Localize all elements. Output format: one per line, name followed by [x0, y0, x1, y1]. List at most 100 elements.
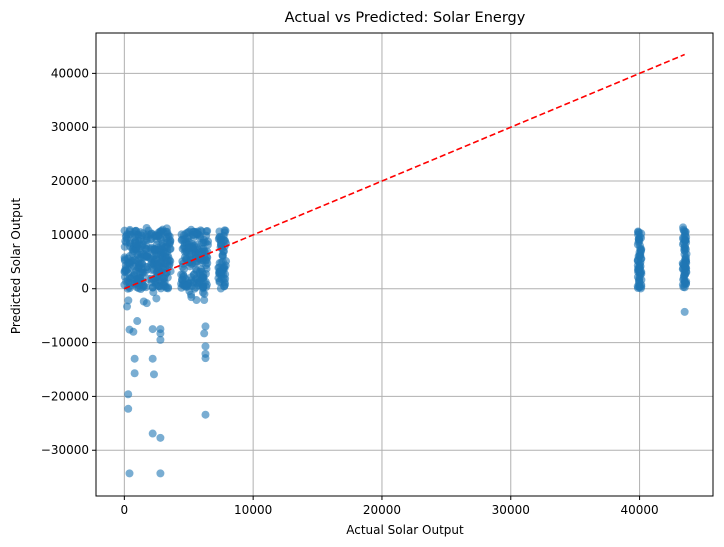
- y-tick-label: −30000: [41, 443, 89, 457]
- scatter-point: [148, 429, 157, 438]
- scatter-point: [156, 433, 165, 442]
- scatter-point: [122, 266, 131, 275]
- scatter-point: [189, 230, 198, 239]
- scatter-point: [152, 294, 161, 303]
- scatter-point: [177, 236, 186, 245]
- scatter-point: [124, 296, 133, 305]
- scatter-point: [215, 267, 224, 276]
- scatter-point: [192, 296, 201, 305]
- scatter-point: [159, 282, 168, 291]
- scatter-point: [216, 236, 225, 245]
- scatter-point: [155, 230, 164, 239]
- scatter-point: [203, 240, 212, 249]
- x-tick-label: 20000: [363, 503, 401, 517]
- plot-frame: [95, 32, 714, 497]
- scatter-point: [125, 469, 134, 478]
- scatter-point: [221, 274, 230, 283]
- scatter-point: [136, 268, 145, 277]
- scatter-point: [182, 281, 191, 290]
- scatter-point: [201, 410, 210, 419]
- scatter-point: [678, 259, 687, 268]
- scatter-point: [133, 317, 142, 326]
- scatter-point: [147, 266, 156, 275]
- scatter-point: [149, 370, 158, 379]
- scatter-point: [203, 226, 212, 235]
- scatter-point: [124, 390, 133, 399]
- scatter-point: [123, 254, 132, 263]
- scatter-point: [187, 290, 196, 299]
- scatter-point: [199, 270, 208, 279]
- scatter-point: [185, 243, 194, 252]
- x-tick-label: 30000: [492, 503, 530, 517]
- reference-line: [124, 53, 685, 290]
- scatter-point: [680, 279, 689, 288]
- y-tick-label: 20000: [51, 174, 89, 188]
- scatter-point: [634, 234, 643, 243]
- scatter-point: [148, 283, 157, 292]
- scatter-point: [633, 256, 642, 265]
- scatter-point: [133, 274, 142, 283]
- scatter-point: [144, 253, 153, 262]
- y-tick-label: 10000: [51, 228, 89, 242]
- scatter-point: [125, 325, 134, 334]
- scatter-point: [123, 302, 132, 311]
- scatter-point: [139, 297, 148, 306]
- scatter-point: [125, 274, 134, 283]
- scatter-point: [219, 247, 228, 256]
- scatter-point: [680, 307, 689, 316]
- y-tick-label: 30000: [51, 120, 89, 134]
- scatter-point: [200, 296, 209, 305]
- scatter-point: [157, 242, 166, 251]
- y-tick-label: −10000: [41, 336, 89, 350]
- scatter-point: [147, 259, 156, 268]
- scatter-points: [120, 223, 691, 478]
- scatter-point: [129, 246, 138, 255]
- scatter-point: [131, 226, 140, 235]
- scatter-point: [163, 230, 172, 239]
- x-tick-label: 0: [121, 503, 129, 517]
- scatter-point: [635, 282, 644, 291]
- scatter-point: [124, 404, 133, 413]
- scatter-point: [195, 247, 204, 256]
- scatter-point: [121, 237, 130, 246]
- scatter-point: [681, 227, 690, 236]
- scatter-point: [195, 276, 204, 285]
- y-tick-label: −20000: [41, 389, 89, 403]
- scatter-point: [147, 229, 156, 238]
- scatter-point: [156, 335, 165, 344]
- scatter-point: [156, 325, 165, 334]
- scatter-point: [196, 226, 205, 235]
- scatter-point: [148, 354, 157, 363]
- scatter-point: [201, 322, 210, 331]
- scatter-point: [142, 283, 151, 292]
- scatter-point: [161, 259, 170, 268]
- y-tick-label: 40000: [51, 66, 89, 80]
- x-axis-label: Actual Solar Output: [346, 523, 464, 537]
- y-axis-ticks: −30000 −20000 −10000 0 10000 20000 30000 40000: [41, 66, 96, 457]
- scatter-point: [680, 243, 689, 252]
- scatter-point: [682, 249, 691, 258]
- scatter-point: [132, 283, 141, 292]
- scatter-point: [222, 257, 231, 266]
- scatter-point: [150, 273, 159, 282]
- scatter-point: [150, 245, 159, 254]
- scatter-point: [130, 369, 139, 378]
- scatter-point: [201, 349, 210, 358]
- scatter-point: [163, 251, 172, 260]
- scatter-point: [187, 273, 196, 282]
- scatter-point: [131, 239, 140, 248]
- scatter-point: [141, 244, 150, 253]
- scatter-point: [179, 265, 188, 274]
- x-tick-label: 40000: [620, 503, 658, 517]
- y-tick-label: 0: [81, 282, 89, 296]
- scatter-point: [201, 342, 210, 351]
- scatter-point: [148, 325, 157, 334]
- scatter-point: [130, 354, 139, 363]
- scatter-point: [200, 329, 209, 338]
- x-tick-label: 10000: [234, 503, 272, 517]
- chart-title: Actual vs Predicted: Solar Energy: [285, 10, 526, 26]
- scatter-point: [156, 469, 165, 478]
- y-axis-label: Predicted Solar Output: [9, 198, 23, 335]
- scatter-point: [160, 274, 169, 283]
